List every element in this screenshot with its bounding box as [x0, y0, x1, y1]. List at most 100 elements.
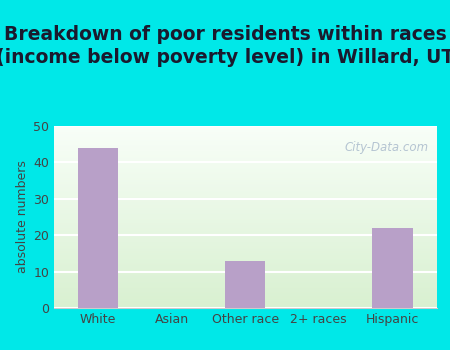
- Bar: [54, 199, 436, 200]
- Bar: [54, 302, 436, 303]
- Bar: [54, 198, 436, 199]
- Bar: [54, 172, 436, 173]
- Bar: [54, 138, 436, 139]
- Bar: [54, 193, 436, 194]
- Bar: [54, 267, 436, 268]
- Bar: [54, 158, 436, 159]
- Bar: [54, 180, 436, 181]
- Bar: [54, 144, 436, 145]
- Bar: [54, 162, 436, 163]
- Bar: [54, 210, 436, 211]
- Bar: [54, 200, 436, 201]
- Bar: [54, 178, 436, 179]
- Bar: [54, 266, 436, 267]
- Bar: [54, 208, 436, 209]
- Bar: [54, 203, 436, 204]
- Bar: [54, 268, 436, 269]
- Bar: [54, 202, 436, 203]
- Bar: [54, 183, 436, 184]
- Bar: [54, 275, 436, 276]
- Bar: [54, 137, 436, 138]
- Bar: [54, 195, 436, 196]
- Bar: [54, 167, 436, 168]
- Bar: [54, 277, 436, 278]
- Bar: [54, 148, 436, 149]
- Bar: [54, 215, 436, 216]
- Bar: [54, 287, 436, 288]
- Bar: [54, 196, 436, 197]
- Bar: [54, 276, 436, 277]
- Bar: [54, 147, 436, 148]
- Bar: [54, 154, 436, 155]
- Bar: [54, 253, 436, 254]
- Bar: [54, 255, 436, 256]
- Bar: [54, 146, 436, 147]
- Bar: [54, 279, 436, 280]
- Bar: [54, 128, 436, 129]
- Bar: [54, 243, 436, 244]
- Bar: [54, 129, 436, 130]
- Bar: [54, 286, 436, 287]
- Bar: [54, 246, 436, 247]
- Bar: [54, 224, 436, 225]
- Bar: [54, 164, 436, 165]
- Bar: [54, 257, 436, 258]
- Bar: [54, 157, 436, 158]
- Bar: [54, 278, 436, 279]
- Bar: [54, 241, 436, 243]
- Bar: [54, 269, 436, 270]
- Bar: [54, 294, 436, 295]
- Bar: [54, 234, 436, 235]
- Bar: [54, 131, 436, 132]
- Bar: [54, 126, 436, 127]
- Y-axis label: absolute numbers: absolute numbers: [16, 161, 29, 273]
- Bar: [54, 174, 436, 175]
- Bar: [54, 305, 436, 306]
- Bar: [54, 291, 436, 292]
- Bar: [54, 204, 436, 205]
- Bar: [54, 285, 436, 286]
- Bar: [54, 165, 436, 166]
- Bar: [54, 229, 436, 230]
- Bar: [54, 300, 436, 301]
- Bar: [54, 163, 436, 164]
- Bar: [54, 236, 436, 237]
- Bar: [54, 177, 436, 178]
- Bar: [54, 307, 436, 308]
- Bar: [54, 150, 436, 152]
- Bar: [54, 181, 436, 182]
- Bar: [54, 219, 436, 220]
- Bar: [54, 264, 436, 265]
- Bar: [54, 223, 436, 224]
- Bar: [54, 153, 436, 154]
- Bar: [54, 152, 436, 153]
- Bar: [54, 205, 436, 206]
- Bar: [54, 247, 436, 248]
- Bar: [54, 244, 436, 245]
- Bar: [54, 207, 436, 208]
- Text: City-Data.com: City-Data.com: [345, 141, 429, 154]
- Bar: [54, 140, 436, 141]
- Bar: [54, 298, 436, 299]
- Bar: [54, 270, 436, 271]
- Bar: [54, 155, 436, 156]
- Bar: [54, 159, 436, 160]
- Bar: [54, 296, 436, 297]
- Bar: [54, 258, 436, 259]
- Bar: [54, 216, 436, 217]
- Bar: [54, 231, 436, 232]
- Bar: [54, 143, 436, 144]
- Bar: [54, 197, 436, 198]
- Bar: [54, 271, 436, 272]
- Bar: [54, 135, 436, 136]
- Bar: [54, 292, 436, 293]
- Bar: [54, 188, 436, 189]
- Bar: [54, 293, 436, 294]
- Bar: [54, 166, 436, 167]
- Bar: [54, 217, 436, 218]
- Bar: [54, 288, 436, 289]
- Bar: [54, 240, 436, 241]
- Bar: [54, 182, 436, 183]
- Bar: [54, 145, 436, 146]
- Bar: [54, 272, 436, 273]
